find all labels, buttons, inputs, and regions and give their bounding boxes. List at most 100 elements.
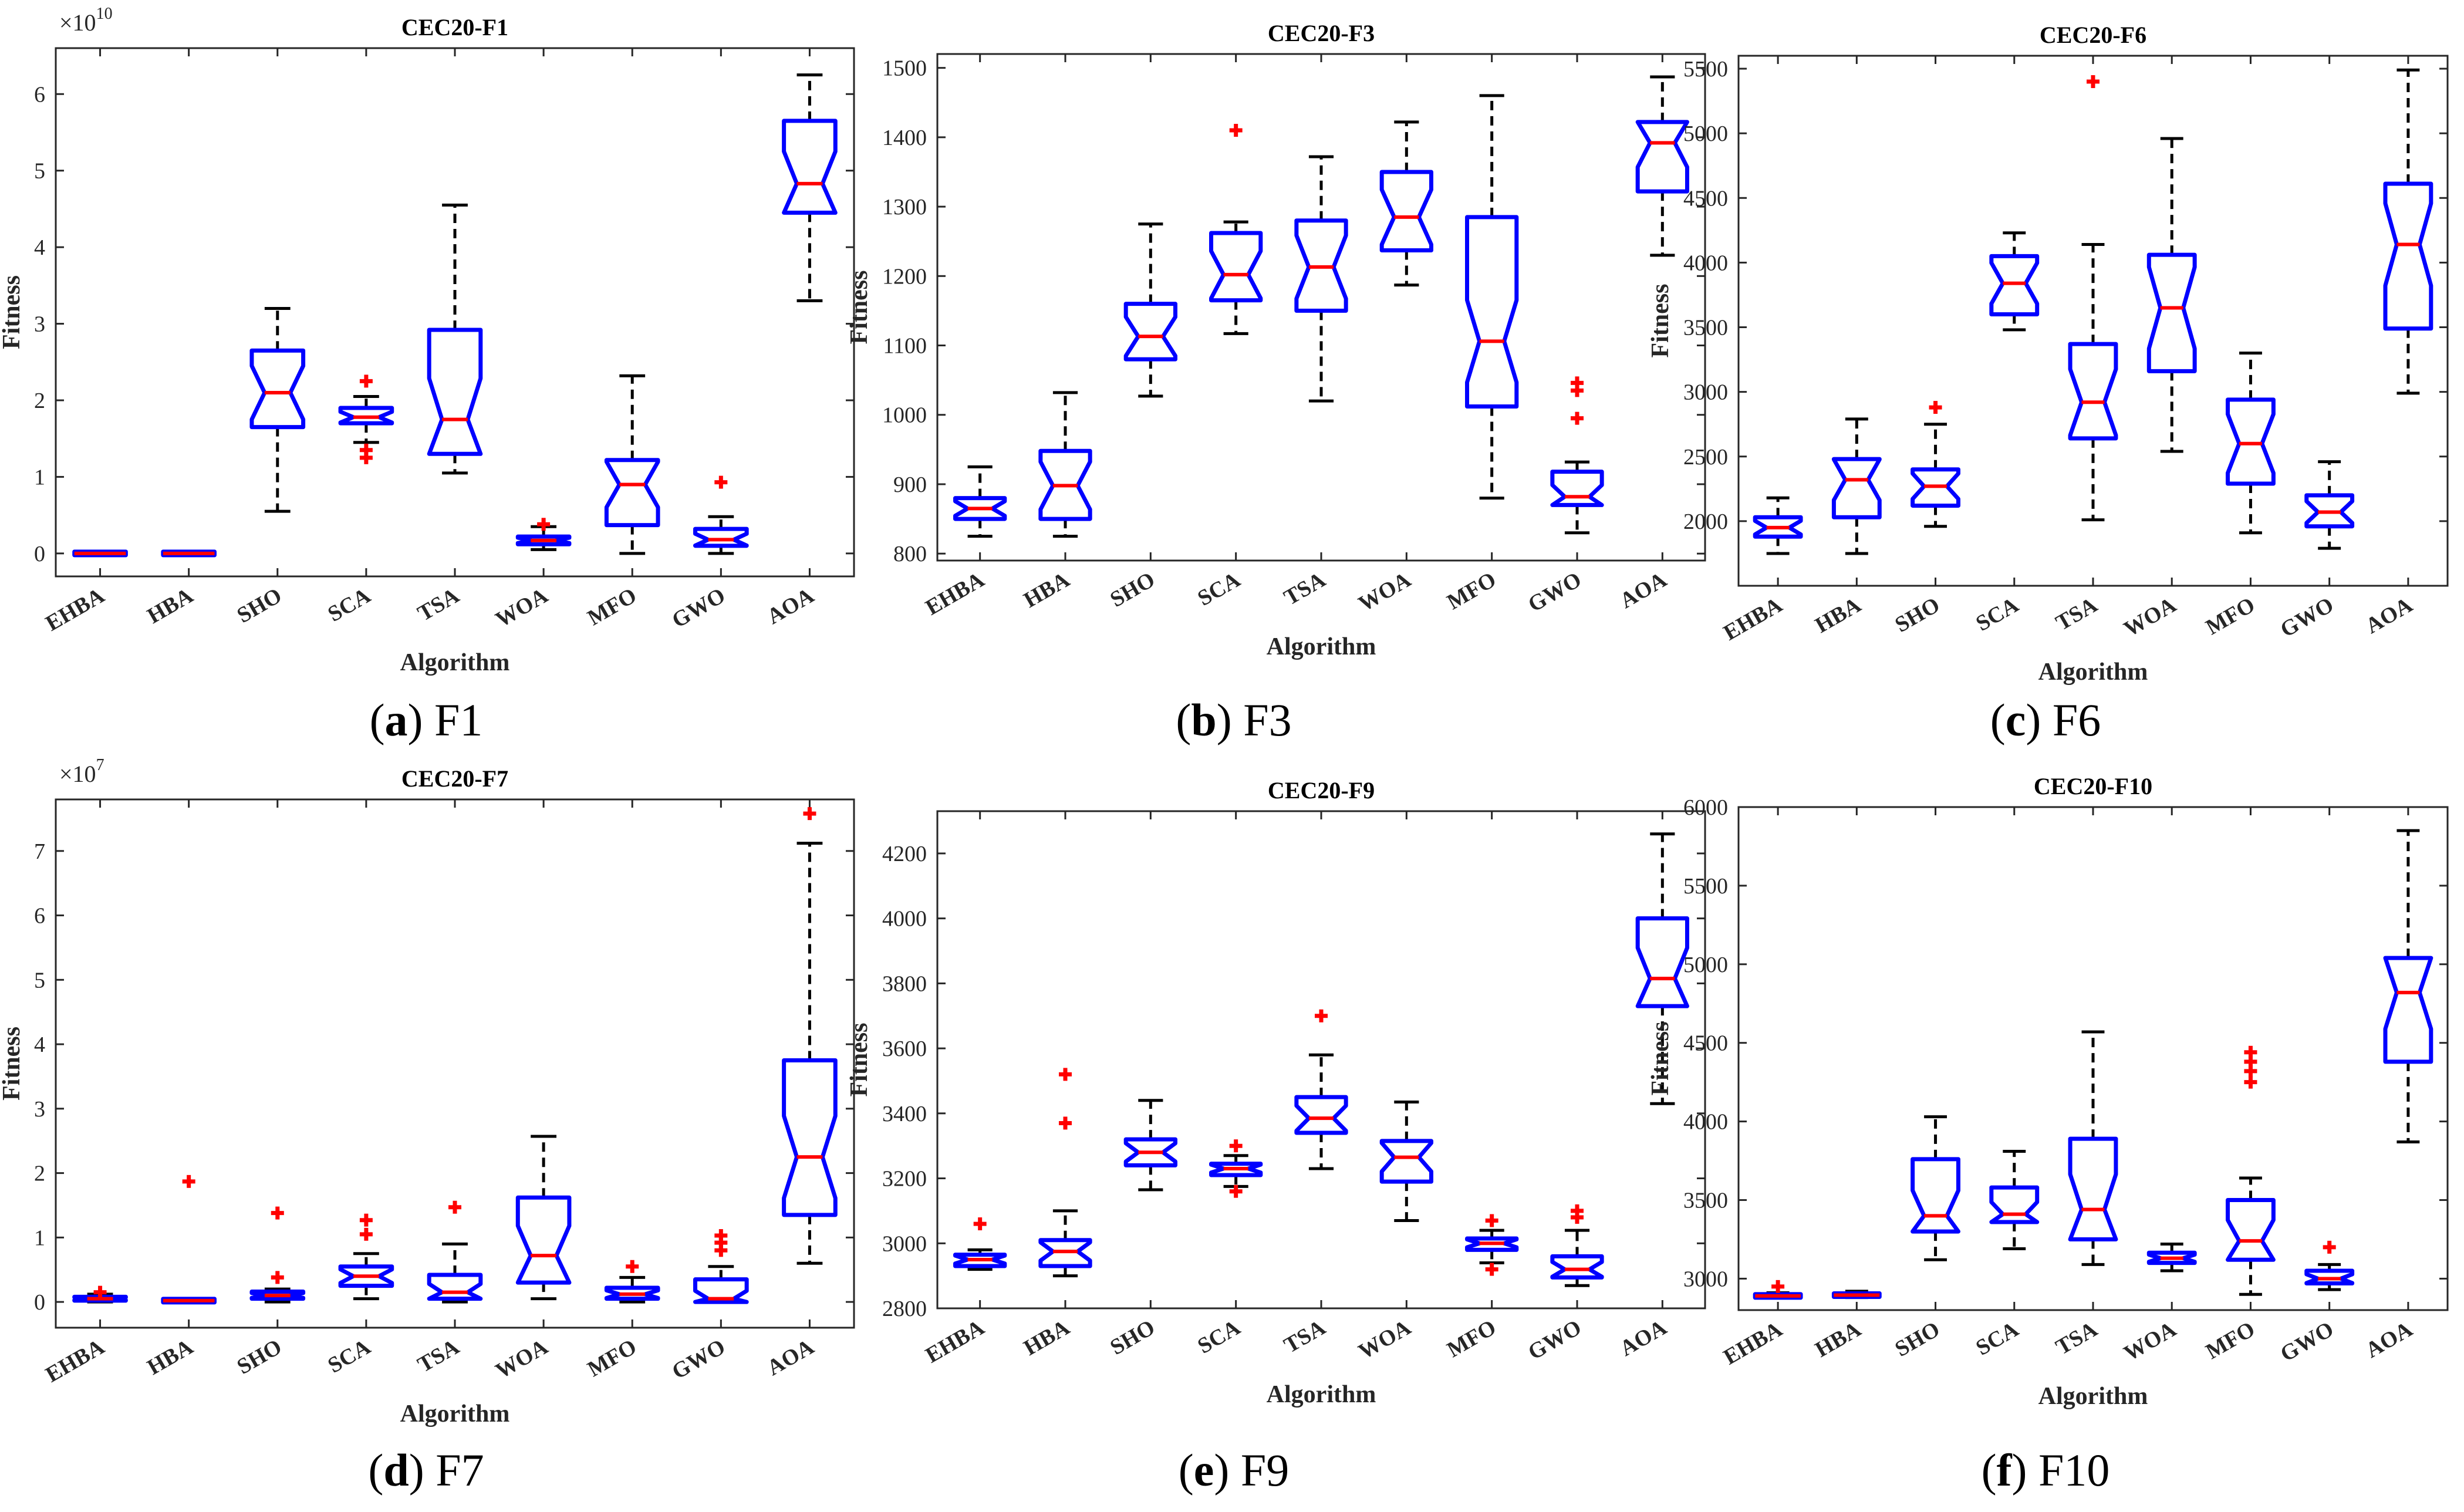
iqr-box bbox=[1379, 170, 1433, 253]
box-mfo bbox=[2226, 352, 2276, 535]
box-hba bbox=[1831, 417, 1882, 555]
outlier-marker bbox=[1229, 1139, 1243, 1153]
box-hba bbox=[1831, 1290, 1882, 1300]
x-tick-label: EHBA bbox=[1719, 1317, 1787, 1369]
iqr-box bbox=[2383, 956, 2433, 1064]
x-tick-label: AOA bbox=[2361, 592, 2417, 639]
box-woa bbox=[1379, 120, 1433, 287]
y-tick-label: 1000 bbox=[882, 403, 927, 428]
outlier-marker bbox=[2244, 1045, 2257, 1059]
chart-title: CEC20-F1 bbox=[401, 14, 508, 41]
y-axis-label: Fitness bbox=[846, 1023, 873, 1097]
outlier-marker bbox=[359, 1227, 373, 1241]
outlier-marker bbox=[1771, 1280, 1785, 1293]
iqr-box bbox=[1294, 1095, 1348, 1135]
x-tick-label: SCA bbox=[1972, 1317, 2023, 1361]
y-tick-label: 3 bbox=[34, 312, 45, 337]
box-tsa bbox=[2068, 1030, 2118, 1266]
x-tick-label: WOA bbox=[2119, 1317, 2181, 1366]
iqr-box bbox=[1635, 916, 1689, 1008]
iqr-box bbox=[2146, 252, 2197, 373]
y-axis-label: Fitness bbox=[1647, 1022, 1674, 1096]
box-mfo bbox=[604, 374, 660, 555]
outlier-marker bbox=[714, 475, 728, 489]
box-tsa bbox=[1294, 155, 1348, 403]
box-gwo bbox=[1550, 1204, 1604, 1287]
box-sca bbox=[1989, 1150, 2040, 1251]
y-tick-label: 2 bbox=[34, 1162, 45, 1186]
outlier-marker bbox=[359, 374, 373, 388]
iqr-box bbox=[1123, 302, 1177, 362]
outlier-marker bbox=[1485, 1214, 1498, 1227]
x-axis-label: Algorithm bbox=[1267, 1381, 1376, 1408]
box-aoa bbox=[1635, 832, 1689, 1105]
iqr-box bbox=[782, 119, 838, 215]
iqr-box bbox=[1753, 515, 1803, 539]
y-tick-label: 1500 bbox=[882, 56, 927, 81]
caption-c: (c) F6 bbox=[1990, 694, 2101, 745]
chart-title: CEC20-F9 bbox=[1268, 777, 1375, 804]
y-tick-label: 4500 bbox=[1683, 1031, 1728, 1056]
box-woa bbox=[2146, 137, 2197, 453]
box-sho bbox=[1123, 222, 1177, 398]
x-tick-label: AOA bbox=[1616, 1315, 1672, 1361]
y-tick-label: 1200 bbox=[882, 264, 927, 289]
x-tick-label: SHO bbox=[1891, 1317, 1944, 1361]
x-tick-label: SCA bbox=[324, 1334, 375, 1378]
x-tick-label: AOA bbox=[763, 1334, 819, 1381]
chart-panel-3: CEC20-F6 2000 2500 3000 3500 4000 4500 5000 5500… bbox=[1647, 22, 2449, 686]
outlier-marker bbox=[1571, 1204, 1584, 1217]
x-tick-label: SCA bbox=[1972, 592, 2023, 636]
x-tick-label: MFO bbox=[583, 1334, 641, 1382]
x-tick-label: AOA bbox=[763, 583, 819, 629]
box-gwo bbox=[1550, 376, 1604, 535]
outlier-marker bbox=[448, 1200, 461, 1214]
y-tick-label: 6000 bbox=[1683, 795, 1728, 820]
outlier-marker bbox=[714, 1229, 728, 1243]
iqr-box bbox=[1911, 1157, 1960, 1234]
outlier-marker bbox=[1229, 1184, 1243, 1198]
y-tick-label: 4200 bbox=[882, 842, 927, 866]
outlier-marker bbox=[182, 1174, 195, 1188]
outlier-marker bbox=[2323, 1240, 2336, 1254]
box-tsa bbox=[2068, 75, 2118, 522]
iqr-box bbox=[2226, 1198, 2276, 1262]
x-tick-label: MFO bbox=[583, 583, 641, 630]
outlier-marker bbox=[2244, 1075, 2257, 1089]
iqr-box bbox=[1123, 1137, 1177, 1167]
y-tick-label: 1300 bbox=[882, 195, 927, 220]
iqr-box bbox=[1465, 1236, 1519, 1252]
box-hba bbox=[161, 1174, 217, 1305]
y-tick-label: 4000 bbox=[882, 907, 927, 932]
x-tick-label: TSA bbox=[1280, 567, 1330, 610]
box-aoa bbox=[2383, 829, 2433, 1143]
box-gwo bbox=[2304, 1240, 2355, 1291]
box-woa bbox=[515, 1135, 572, 1301]
iqr-box bbox=[515, 534, 572, 546]
y-tick-label: 3000 bbox=[1683, 1267, 1728, 1291]
x-tick-label: TSA bbox=[2051, 592, 2102, 636]
x-tick-label: GWO bbox=[1524, 1315, 1585, 1365]
box-sho bbox=[1123, 1099, 1177, 1192]
x-tick-label: WOA bbox=[2119, 592, 2181, 642]
x-axis-label: Algorithm bbox=[1267, 633, 1376, 660]
box-sho bbox=[1911, 401, 1960, 528]
iqr-box bbox=[1635, 120, 1689, 194]
box-sho bbox=[1911, 1115, 1960, 1261]
x-tick-label: EHBA bbox=[922, 567, 989, 620]
chart-title: CEC20-F7 bbox=[401, 765, 508, 792]
outlier-marker bbox=[1315, 1009, 1328, 1022]
caption-b: (b) F3 bbox=[1176, 694, 1292, 745]
box-sho bbox=[249, 1206, 306, 1304]
y-tick-label: 0 bbox=[34, 1290, 45, 1315]
y-tick-label: 4500 bbox=[1683, 186, 1728, 211]
box-ehba bbox=[1753, 1280, 1803, 1300]
y-tick-label: 4 bbox=[34, 235, 45, 260]
box-hba bbox=[1038, 1068, 1092, 1278]
x-tick-label: MFO bbox=[1443, 1315, 1500, 1362]
y-tick-label: 5 bbox=[34, 159, 45, 184]
y-tick-label: 3500 bbox=[1683, 316, 1728, 340]
box-ehba bbox=[953, 1217, 1007, 1271]
chart-panel-2: CEC20-F3 800 900 1000 1100 1200 1300 1400 1500 Fi… bbox=[846, 20, 1706, 660]
iqr-box bbox=[1989, 1185, 2040, 1224]
